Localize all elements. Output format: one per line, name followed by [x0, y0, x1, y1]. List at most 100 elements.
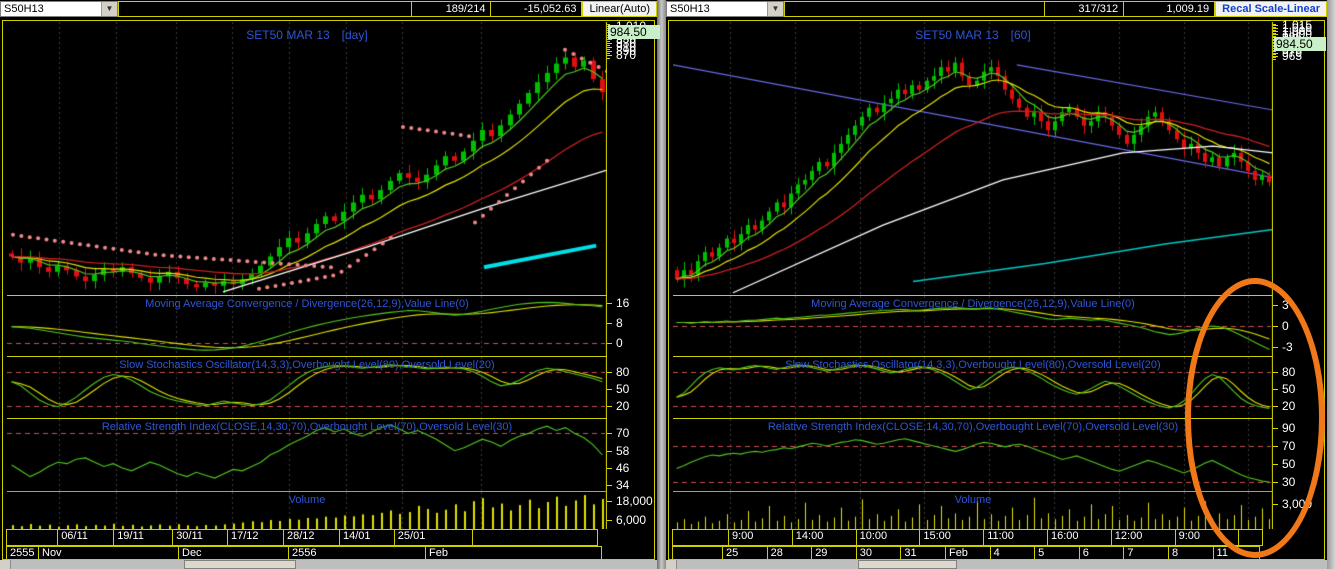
axis-tick-mark	[607, 406, 612, 407]
toolbar-status-box: 317/312 1,009.19	[784, 1, 1216, 17]
chevron-down-icon[interactable]: ▼	[767, 2, 783, 16]
time-tick-cell: 16:00	[1046, 529, 1112, 546]
axis-tick-label: 8	[616, 316, 623, 330]
volume-canvas[interactable]	[7, 492, 607, 529]
right-chart-window: S50H13 ▼ 317/312 1,009.19 Recal Scale-Li…	[666, 0, 1327, 569]
symbol-combobox[interactable]: S50H13 ▼	[666, 1, 784, 17]
axis-tick-mark	[607, 451, 612, 452]
axis-tick-mark	[607, 389, 612, 390]
axis-tick-mark	[607, 51, 610, 52]
axis-tick-label: 50	[1282, 457, 1296, 471]
axis-tick-mark	[1273, 51, 1276, 52]
time-axis-row: 9:00 14:00 10:00 15:00 11:00 16:00 12:00 9:00	[672, 529, 1273, 546]
time-tick-cell: 11:00	[983, 529, 1048, 546]
axis-tick-mark	[607, 47, 610, 48]
price-chart-canvas[interactable]	[673, 22, 1273, 295]
scrollbar-thumb[interactable]	[857, 560, 957, 569]
axis-tick-label: 6,000	[616, 513, 647, 527]
recal-scale-button[interactable]: Recal Scale-Linear	[1215, 1, 1327, 17]
axis-tick-label: 46	[616, 461, 630, 475]
horizontal-scrollbar[interactable]	[0, 560, 657, 569]
period-cell: 8	[1167, 546, 1214, 560]
axis-tick-label: 3	[1282, 298, 1289, 312]
price-chart-canvas[interactable]	[7, 22, 607, 295]
scrollbar-thumb[interactable]	[183, 560, 296, 569]
left-chart-window: S50H13 ▼ 189/214 -15,052.63 Linear(Auto)…	[0, 0, 660, 569]
time-tick-cell	[471, 529, 598, 546]
axis-tick-mark	[1273, 27, 1276, 28]
scrollbar-corner	[0, 560, 11, 569]
axis-tick-mark	[1273, 326, 1278, 327]
period-cell: Nov	[38, 546, 179, 560]
axis-tick-mark	[607, 45, 610, 46]
axis-tick-label: 50	[616, 382, 630, 396]
axis-tick-mark	[607, 501, 612, 502]
period-cell: 29	[811, 546, 857, 560]
time-tick-cell: 10:00	[855, 529, 921, 546]
axis-tick-label: 16	[616, 296, 630, 310]
time-tick-cell: 12:00	[1110, 529, 1176, 546]
rsi-canvas[interactable]	[673, 419, 1273, 491]
axis-tick-label: 1,010	[1282, 21, 1313, 35]
axis-tick-label: 30	[1282, 475, 1296, 489]
axis-tick-mark	[1273, 406, 1278, 407]
axis-tick-mark	[1273, 464, 1278, 465]
window-divider	[657, 0, 666, 569]
macd-canvas[interactable]	[673, 296, 1273, 356]
axis-tick-mark	[1273, 30, 1276, 31]
time-tick-cell	[6, 529, 59, 546]
axis-tick-mark	[1273, 24, 1276, 25]
axis-tick-mark	[1273, 372, 1278, 373]
time-tick-cell: 28/12	[282, 529, 340, 546]
last-price-badge: 984.50	[1274, 37, 1326, 51]
axis-tick-mark	[607, 39, 610, 40]
axis-tick-mark	[1273, 428, 1278, 429]
axis-tick-label: 90	[1282, 421, 1296, 435]
time-tick-cell: 06/11	[57, 529, 115, 546]
stochastics-canvas[interactable]	[673, 357, 1273, 418]
axis-tick-label: 58	[616, 444, 630, 458]
period-cell: 11	[1212, 546, 1260, 560]
axis-tick-mark	[1273, 482, 1278, 483]
left-toolbar: S50H13 ▼ 189/214 -15,052.63 Linear(Auto)	[0, 0, 657, 18]
axis-tick-label: 20	[616, 399, 630, 413]
axis-tick-mark	[607, 343, 612, 344]
volume-canvas[interactable]	[673, 492, 1273, 529]
axis-tick-label: 70	[1282, 439, 1296, 453]
axis-tick-label: 18,000	[616, 494, 653, 508]
period-cell: 25	[722, 546, 768, 560]
toolbar-status-box: 189/214 -15,052.63	[118, 1, 583, 17]
price-axis: 1,0151,0101,0051,00099599098598097597096…	[1273, 18, 1326, 560]
axis-tick-label: 80	[616, 365, 630, 379]
axis-tick-mark	[607, 49, 610, 50]
period-cell: Feb	[425, 546, 602, 560]
axis-tick-label: 0	[1282, 319, 1289, 333]
scrollbar-corner	[666, 560, 677, 569]
price-axis: 1,010990970950930910890870984.5016808050…	[607, 19, 660, 560]
chevron-down-icon[interactable]: ▼	[101, 2, 117, 16]
time-tick-cell: 30/11	[172, 529, 228, 546]
bar-count: 317/312	[1044, 2, 1123, 16]
right-toolbar: S50H13 ▼ 317/312 1,009.19 Recal Scale-Li…	[666, 0, 1327, 18]
symbol-combobox[interactable]: S50H13 ▼	[0, 1, 118, 17]
axis-tick-mark	[607, 53, 610, 54]
period-cell: 4	[989, 546, 1036, 560]
axis-tick-label: 0	[616, 336, 623, 350]
stochastics-canvas[interactable]	[7, 357, 607, 418]
bar-count: 189/214	[411, 2, 490, 16]
time-tick-cell: 14/01	[338, 529, 395, 546]
axis-tick-mark	[1273, 54, 1276, 55]
axis-tick-mark	[607, 303, 612, 304]
scale-mode-button[interactable]: Linear(Auto)	[582, 1, 657, 17]
symbol-value: S50H13	[4, 3, 44, 15]
time-tick-cell: 25/01	[393, 529, 473, 546]
macd-canvas[interactable]	[7, 296, 607, 356]
axis-tick-mark	[607, 485, 612, 486]
toolbar-spacer	[119, 2, 411, 16]
axis-tick-label: 1,005	[1282, 24, 1313, 38]
rsi-canvas[interactable]	[7, 419, 607, 491]
time-tick-cell	[1238, 529, 1263, 546]
horizontal-scrollbar[interactable]	[666, 560, 1327, 569]
axis-tick-label: 965	[1282, 49, 1303, 63]
